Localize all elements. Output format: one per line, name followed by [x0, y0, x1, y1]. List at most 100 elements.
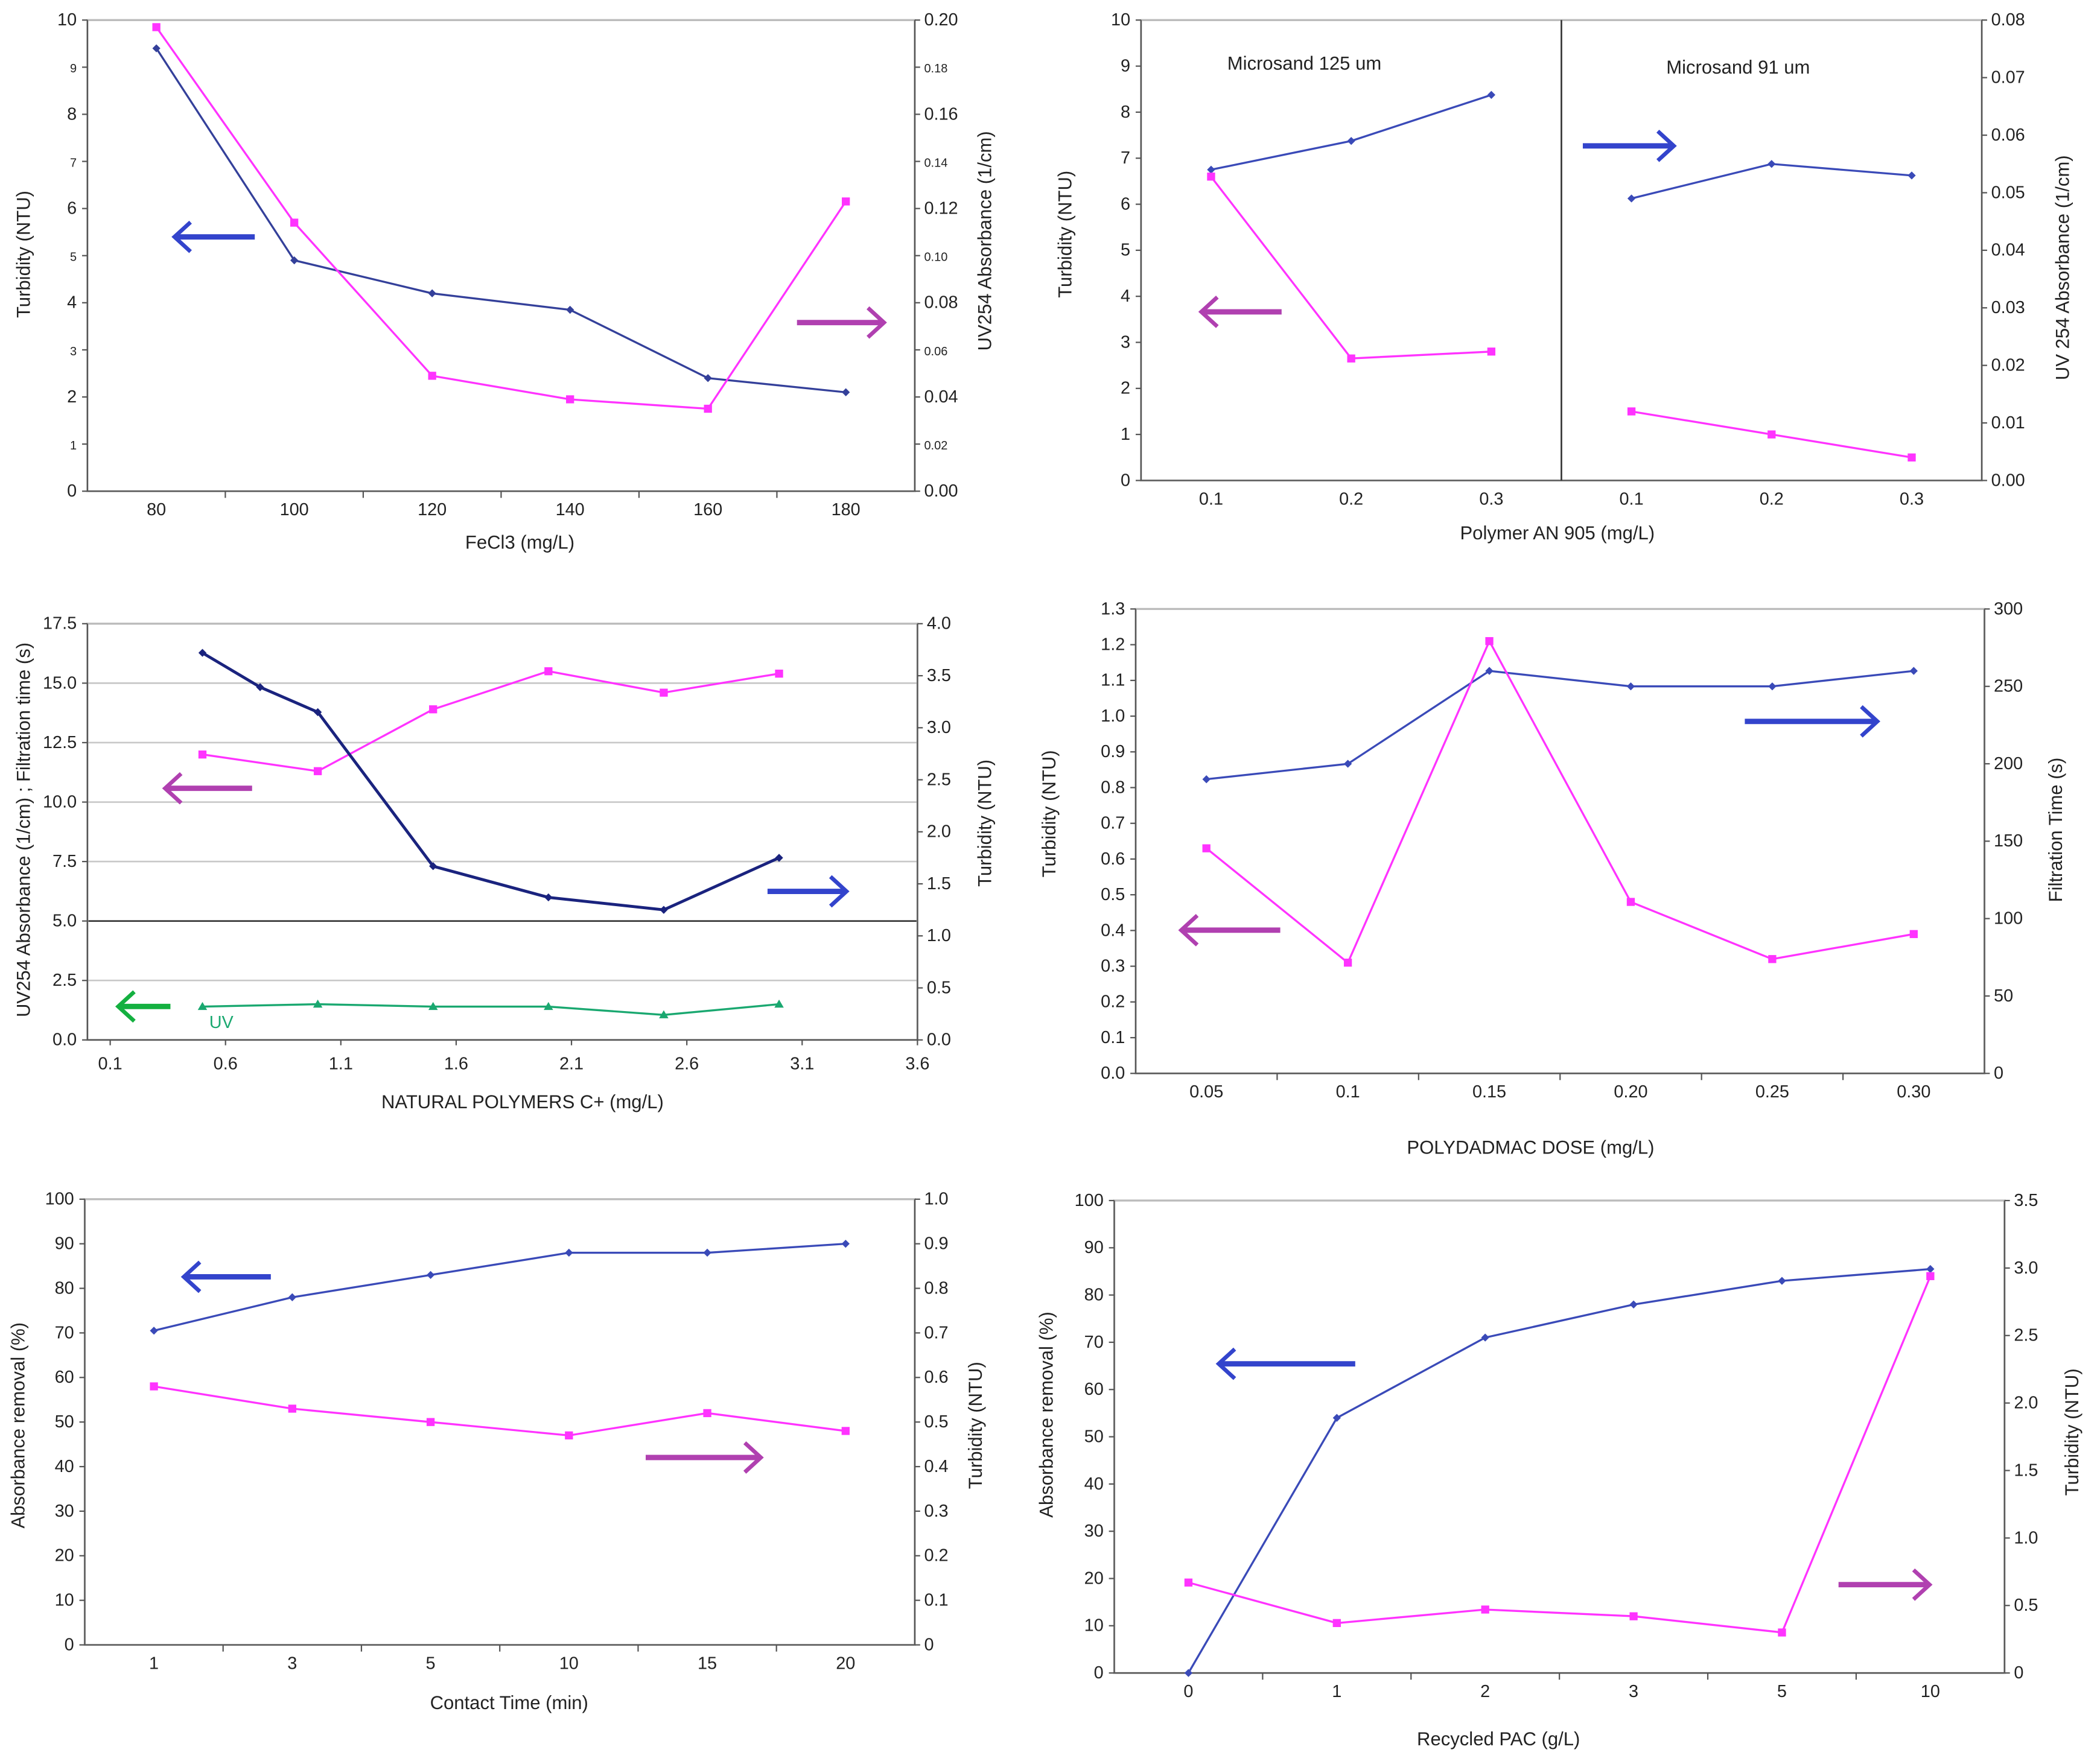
data-point-square [565, 1431, 573, 1439]
y2-tick-label: 0.03 [1991, 298, 2025, 317]
y2-tick-label: 0.5 [924, 1412, 948, 1432]
arrow-right-icon [1838, 1568, 1933, 1601]
x-tick-label: 0.1 [98, 1055, 122, 1074]
data-point-square [566, 395, 574, 404]
chart-c2: 0 1 2 3 4 5 6 7 8 9 10 0.00 0.01 0.02 0.03 0.04 0.05 0.06… [1054, 10, 2073, 544]
y2-tick-label: 4.0 [927, 614, 951, 633]
data-point-triangle [313, 999, 323, 1008]
x-tick-label: 1.1 [329, 1055, 353, 1074]
y2-tick-label: 1.0 [2014, 1528, 2038, 1547]
x-tick-label: 5 [1777, 1682, 1787, 1701]
arrow-left-icon [1178, 914, 1281, 947]
y-tick-label: 0.0 [52, 1030, 77, 1050]
x-tick-label: 0.3 [1479, 489, 1503, 509]
y2-tick-label: 0.06 [924, 345, 947, 358]
data-point-diamond [1768, 682, 1777, 691]
x-tick-label: 1 [149, 1654, 159, 1673]
data-point-diamond [566, 305, 574, 314]
data-point-diamond [704, 374, 712, 382]
data-point-diamond [1207, 165, 1215, 174]
y-tick-label: 20 [55, 1546, 74, 1566]
y-tick-label: 2 [67, 387, 77, 407]
x-tick-label: 80 [147, 500, 166, 519]
x-tick-label: 180 [832, 500, 861, 519]
data-point-square [1184, 1578, 1193, 1587]
series-line-0 [155, 48, 846, 393]
x-tick-label: 0.2 [1339, 489, 1363, 509]
data-point-diamond [1627, 194, 1636, 203]
y2-axis-title: Turbidity (NTU) [2061, 1368, 2082, 1496]
panel-label: Microsand 91 um [1666, 57, 1810, 78]
y2-tick-label: 50 [1994, 986, 2013, 1006]
x-tick-label: 5 [426, 1654, 436, 1673]
data-point-square [1926, 1272, 1935, 1280]
y-tick-label: 15.0 [43, 673, 77, 693]
y2-tick-label: 250 [1994, 677, 2023, 696]
y2-axis-title: Filtration Time (s) [2045, 758, 2066, 903]
y2-tick-label: 0 [924, 1635, 934, 1654]
data-point-square [704, 404, 712, 413]
y-tick-label: 0 [65, 1635, 74, 1654]
data-point-diamond [256, 683, 264, 691]
data-point-triangle [544, 1001, 553, 1010]
y-axis-title: Absorbance removal (%) [1036, 1312, 1057, 1518]
series-line-1 [1210, 176, 1492, 360]
plot-area [1113, 1199, 2006, 1674]
x-tick-label: 0.2 [1760, 489, 1784, 509]
x-tick-label: 0.05 [1189, 1082, 1223, 1102]
y2-tick-label: 0.08 [1991, 10, 2025, 30]
y-tick-label: 70 [1084, 1333, 1104, 1352]
y-tick-label: 0.9 [1101, 742, 1125, 761]
arrow-left-icon [171, 220, 255, 253]
y2-tick-label: 0.20 [924, 10, 958, 30]
data-point-square [1481, 1605, 1489, 1614]
y-tick-label: 7 [1121, 148, 1130, 168]
y2-tick-label: 1.0 [924, 1190, 948, 1209]
arrow-left-icon [115, 990, 171, 1023]
y-tick-label: 80 [55, 1278, 74, 1298]
x-tick-label: 1 [1332, 1682, 1341, 1701]
y-tick-label: 0 [67, 481, 77, 501]
data-point-diamond [1487, 90, 1496, 99]
y2-tick-label: 3.5 [927, 666, 951, 685]
chart-c5: 0 10 20 30 40 50 60 70 80 90 100 0 0.1 0.2 0.3 0.4 0.5 0.… [8, 1190, 986, 1713]
y2-tick-label: 0.08 [924, 293, 958, 313]
y2-tick-label: 0.12 [924, 199, 958, 218]
y-tick-label: 2.5 [52, 971, 77, 990]
data-point-square [1487, 347, 1496, 356]
series-line-1 [1206, 638, 1914, 965]
data-point-square [428, 372, 436, 380]
series-line-0 [1206, 670, 1914, 781]
y-tick-label: 90 [55, 1234, 74, 1254]
series-label-uv: UV [209, 1013, 234, 1032]
y-tick-label: 30 [55, 1502, 74, 1521]
x-tick-label: 0.15 [1472, 1082, 1506, 1102]
y-tick-label: 8 [1121, 103, 1130, 122]
data-point-diamond [1347, 136, 1355, 145]
y-tick-label: 0.2 [1101, 992, 1125, 1012]
arrow-right-icon [1745, 705, 1880, 738]
x-axis-title: FeCl3 (mg/L) [465, 532, 574, 553]
y2-tick-label: 2.0 [927, 822, 951, 842]
data-point-diamond [198, 649, 207, 657]
x-tick-label: 2.6 [675, 1055, 699, 1074]
y2-tick-label: 0.02 [924, 439, 947, 452]
y-tick-label: 0.3 [1101, 956, 1125, 976]
arrow-left-icon [1215, 1347, 1355, 1380]
y-tick-label: 1.1 [1101, 671, 1125, 690]
y-axis-title: UV254 Absorbance (1/cm) ; Filtration tim… [13, 642, 34, 1017]
series-line-1 [153, 1385, 846, 1437]
data-point-triangle [197, 1001, 208, 1010]
data-point-square [544, 667, 553, 676]
y2-tick-label: 0.04 [1991, 241, 2025, 260]
data-point-square [288, 1404, 296, 1413]
x-tick-label: 10 [559, 1654, 579, 1673]
y2-tick-label: 300 [1994, 599, 2023, 618]
x-axis-title: NATURAL POLYMERS C+ (mg/L) [381, 1091, 664, 1112]
data-point-diamond [775, 854, 783, 862]
data-point-square [1778, 1628, 1786, 1637]
series-line-0 [1187, 1267, 1931, 1674]
y2-tick-label: 0.00 [924, 481, 958, 501]
y-tick-label: 100 [1075, 1191, 1104, 1210]
